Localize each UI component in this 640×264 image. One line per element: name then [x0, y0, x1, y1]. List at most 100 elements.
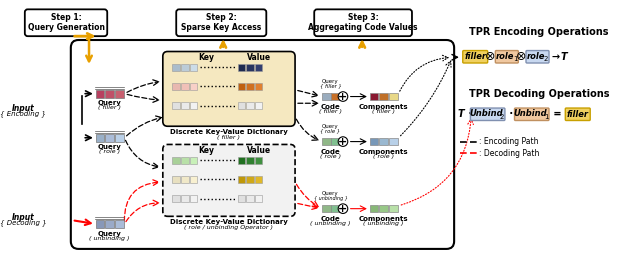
Bar: [115, 90, 124, 97]
Bar: [181, 176, 189, 183]
Text: { role }: { role }: [321, 129, 340, 134]
Text: Value: Value: [247, 146, 271, 155]
Bar: [189, 157, 197, 164]
Text: T: T: [458, 109, 465, 119]
Bar: [389, 138, 397, 145]
Bar: [332, 138, 340, 145]
Text: ·: ·: [506, 109, 516, 119]
Text: Discrete Key-Value Dictionary: Discrete Key-Value Dictionary: [170, 219, 288, 225]
Bar: [172, 176, 180, 183]
Bar: [370, 205, 378, 213]
Bar: [389, 93, 397, 100]
Bar: [380, 138, 388, 145]
FancyBboxPatch shape: [71, 40, 454, 249]
Bar: [181, 64, 189, 71]
Text: Code: Code: [321, 216, 340, 222]
Text: Query: Query: [322, 191, 339, 196]
Bar: [255, 102, 262, 109]
Text: →: →: [552, 52, 563, 62]
Bar: [255, 195, 262, 202]
Bar: [237, 157, 245, 164]
Bar: [237, 64, 245, 71]
Bar: [181, 83, 189, 90]
Bar: [115, 220, 124, 228]
Bar: [96, 220, 104, 228]
FancyBboxPatch shape: [314, 9, 412, 36]
Text: ( role ): ( role ): [372, 154, 394, 159]
Bar: [172, 83, 180, 90]
FancyBboxPatch shape: [25, 9, 108, 36]
Bar: [332, 93, 340, 100]
Text: +: +: [339, 92, 348, 102]
FancyBboxPatch shape: [515, 108, 549, 120]
Text: ·: ·: [465, 109, 475, 119]
Text: ( filler ): ( filler ): [319, 109, 342, 114]
Bar: [181, 157, 189, 164]
Circle shape: [338, 204, 348, 214]
Text: Query: Query: [97, 231, 121, 237]
Bar: [181, 195, 189, 202]
Text: Step 3:
Aggregating Code Values: Step 3: Aggregating Code Values: [308, 13, 418, 32]
Bar: [322, 93, 330, 100]
Text: Input: Input: [12, 213, 35, 222]
FancyBboxPatch shape: [463, 50, 488, 63]
Bar: [172, 64, 180, 71]
Bar: [106, 134, 114, 142]
Text: ⊗: ⊗: [485, 50, 496, 63]
Text: { filler }: { filler }: [319, 83, 341, 88]
Text: ( filler ): ( filler ): [372, 109, 395, 114]
Bar: [237, 176, 245, 183]
Circle shape: [338, 92, 348, 101]
Bar: [332, 205, 340, 213]
Text: ( unbinding ): ( unbinding ): [89, 237, 129, 242]
Bar: [255, 157, 262, 164]
Bar: [255, 64, 262, 71]
Bar: [172, 102, 180, 109]
Text: Key: Key: [198, 146, 214, 155]
Text: Components: Components: [358, 216, 408, 222]
Text: Components: Components: [358, 104, 408, 110]
Bar: [322, 205, 330, 213]
Text: role: role: [496, 52, 514, 61]
Text: ( role ): ( role ): [99, 149, 120, 154]
Bar: [237, 102, 245, 109]
Text: { Encoding }: { Encoding }: [0, 110, 46, 117]
FancyBboxPatch shape: [495, 50, 518, 63]
Text: Step 2:
Sparse Key Access: Step 2: Sparse Key Access: [181, 13, 261, 32]
Text: filler: filler: [464, 52, 486, 61]
Text: Input: Input: [12, 103, 35, 112]
Bar: [189, 83, 197, 90]
Text: TPR Decoding Operations: TPR Decoding Operations: [470, 89, 610, 99]
Bar: [380, 93, 388, 100]
Bar: [389, 205, 397, 213]
Bar: [246, 176, 254, 183]
Text: ⊗: ⊗: [516, 50, 527, 63]
Text: 2: 2: [544, 56, 548, 62]
Bar: [96, 134, 104, 142]
Bar: [246, 64, 254, 71]
Bar: [172, 157, 180, 164]
Text: Code: Code: [321, 149, 340, 155]
Bar: [246, 102, 254, 109]
Text: filler: filler: [567, 110, 589, 119]
Bar: [106, 220, 114, 228]
Text: 1: 1: [544, 114, 548, 120]
Text: Value: Value: [247, 53, 271, 62]
Bar: [322, 138, 330, 145]
Bar: [255, 176, 262, 183]
Text: Unbind: Unbind: [513, 109, 547, 118]
FancyBboxPatch shape: [565, 108, 590, 120]
Bar: [246, 157, 254, 164]
Text: 1: 1: [513, 56, 518, 62]
Text: ( unbinding ): ( unbinding ): [310, 221, 351, 226]
Text: ( role ): ( role ): [320, 154, 341, 159]
Text: T: T: [561, 52, 567, 62]
FancyBboxPatch shape: [163, 51, 295, 126]
Text: TPR Encoding Operations: TPR Encoding Operations: [470, 27, 609, 37]
FancyBboxPatch shape: [526, 50, 549, 63]
Text: =: =: [550, 109, 565, 119]
Text: Query: Query: [97, 144, 121, 150]
Text: { unbinding }: { unbinding }: [314, 196, 348, 201]
Text: +: +: [339, 204, 348, 214]
Text: ( filler ): ( filler ): [218, 135, 241, 140]
